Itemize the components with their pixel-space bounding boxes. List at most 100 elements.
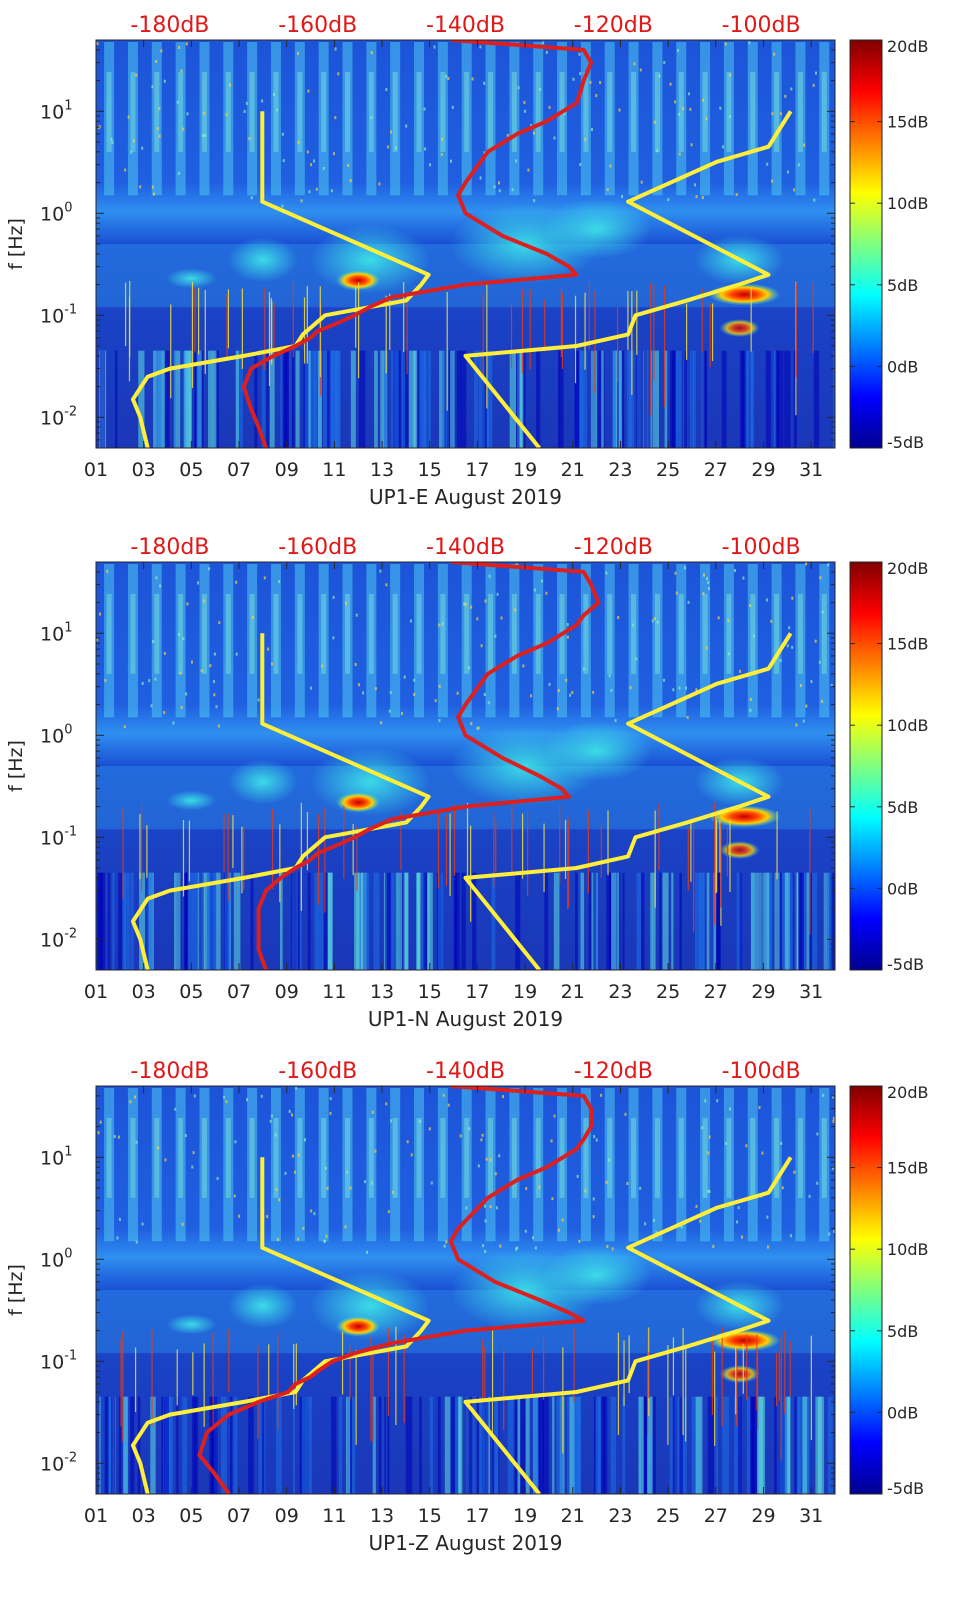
low-freq-band — [784, 1396, 791, 1494]
y-tick-base: 10 — [40, 623, 64, 645]
low-freq-band — [208, 350, 213, 448]
y-tick-base: 10 — [40, 929, 64, 951]
noise-speck — [477, 726, 480, 730]
low-freq-band — [261, 350, 266, 448]
noise-speck — [135, 73, 138, 77]
noise-speck — [719, 106, 722, 110]
noise-speck — [97, 1131, 100, 1135]
noise-speck — [707, 1189, 710, 1193]
storm-energy-blob — [541, 199, 652, 260]
daily-noise-band — [247, 42, 258, 196]
low-freq-band — [413, 350, 418, 448]
noise-speck — [748, 41, 751, 45]
noise-speck — [479, 176, 482, 180]
low-freq-band — [525, 1396, 530, 1494]
low-freq-band — [745, 350, 750, 448]
low-freq-band — [191, 1396, 196, 1494]
noise-speck — [771, 112, 774, 116]
low-freq-band — [292, 1396, 295, 1494]
hot-spot — [336, 1316, 381, 1337]
y-tick-base: 10 — [40, 101, 64, 123]
low-freq-band — [163, 1396, 170, 1494]
colorbar-label: 10dB — [887, 194, 929, 213]
low-freq-band — [419, 1396, 422, 1494]
low-freq-band — [774, 872, 780, 970]
noise-model-curve — [130, 1157, 431, 1494]
noise-speck — [371, 1110, 374, 1114]
x-tick-label: 25 — [656, 1505, 680, 1527]
x-tick-label: 13 — [370, 1505, 394, 1527]
daily-noise-core — [201, 1118, 207, 1198]
noise-speck — [295, 1086, 298, 1090]
colorbar-label: 0dB — [887, 879, 918, 898]
noise-speck — [329, 1111, 332, 1115]
noise-speck — [413, 692, 416, 696]
low-freq-band — [774, 1396, 777, 1494]
colorbar-label: 10dB — [887, 716, 929, 735]
hot-spot — [719, 1365, 760, 1384]
daily-noise-core — [273, 594, 279, 674]
daily-noise-core — [631, 1118, 637, 1198]
noise-speck — [308, 190, 311, 194]
daily-noise-band — [557, 42, 568, 196]
noise-speck — [358, 683, 361, 687]
noise-speck — [467, 666, 470, 670]
low-freq-band — [715, 1396, 719, 1494]
low-freq-band — [817, 1396, 822, 1494]
low-freq-band — [442, 350, 448, 448]
low-freq-band — [437, 872, 444, 970]
daily-noise-band — [437, 42, 448, 196]
low-freq-band — [282, 350, 288, 448]
noise-speck — [275, 1188, 278, 1192]
noise-speck — [389, 690, 392, 694]
noise-speck — [441, 137, 444, 141]
noise-speck — [310, 1209, 313, 1213]
noise-speck — [151, 185, 154, 189]
noise-speck — [787, 170, 790, 174]
y-tick-base: 10 — [40, 407, 64, 429]
low-freq-band — [533, 1396, 540, 1494]
low-freq-band — [796, 1396, 802, 1494]
noise-speck — [110, 137, 113, 141]
daily-noise-core — [297, 1118, 303, 1198]
noise-speck — [791, 596, 794, 600]
noise-speck — [489, 1158, 492, 1162]
low-freq-band — [358, 350, 366, 448]
x-tick-label: 27 — [704, 459, 728, 481]
x-tick-label: 01 — [84, 981, 108, 1003]
noise-speck — [251, 615, 254, 619]
low-freq-band — [600, 1396, 606, 1494]
low-freq-band — [153, 350, 160, 448]
low-freq-band — [403, 350, 410, 448]
noise-speck — [608, 674, 611, 678]
low-freq-band — [160, 350, 165, 448]
noise-speck — [609, 164, 612, 168]
noise-speck — [680, 1225, 683, 1229]
daily-noise-core — [797, 594, 803, 674]
noise-model-curve — [463, 1156, 793, 1494]
hot-spot — [708, 1329, 781, 1352]
x-tick-label: 17 — [465, 981, 489, 1003]
noise-speck — [516, 1246, 519, 1250]
top-db-axis-label: -160dB — [278, 535, 357, 560]
noise-speck — [163, 79, 166, 83]
low-freq-band — [147, 872, 153, 970]
noise-speck — [174, 1107, 177, 1111]
noise-speck — [193, 1094, 196, 1098]
low-freq-band — [820, 1396, 825, 1494]
noise-speck — [484, 1250, 487, 1254]
noise-model-curve — [130, 111, 431, 448]
colorbar-label: -5dB — [887, 1479, 924, 1498]
top-db-axis-label: -180dB — [130, 535, 209, 560]
noise-speck — [542, 41, 545, 45]
noise-speck — [749, 708, 752, 712]
noise-speck — [832, 1119, 835, 1123]
low-freq-band — [427, 350, 432, 448]
daily-noise-band — [151, 1088, 162, 1242]
y-tick-label: 101 — [40, 1144, 72, 1169]
daily-noise-core — [821, 594, 827, 674]
daily-noise-band — [557, 1088, 568, 1242]
x-tick-label: 01 — [84, 1505, 108, 1527]
low-freq-band — [138, 350, 145, 448]
daily-noise-core — [392, 72, 398, 152]
